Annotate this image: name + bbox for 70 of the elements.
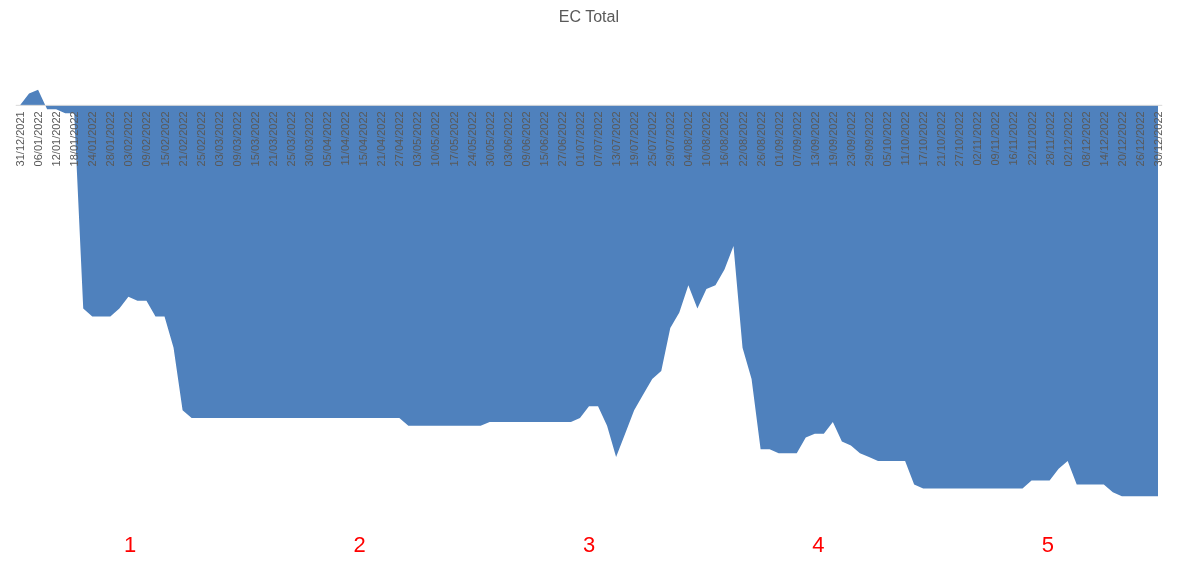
x-tick-label: 02/11/2022 [971, 111, 984, 166]
x-tick-label: 09/03/2022 [230, 111, 243, 167]
x-tick-label: 26/08/2022 [754, 111, 767, 167]
x-tick-label: 19/09/2022 [826, 111, 839, 167]
x-tick-label: 15/04/2022 [357, 111, 370, 167]
x-tick-label: 12/01/2022 [50, 111, 63, 167]
x-tick-label: 21/10/2022 [935, 111, 948, 167]
x-tick-label: 25/07/2022 [646, 111, 659, 167]
x-tick-label: 09/02/2022 [140, 111, 153, 167]
x-tick-label: 28/11/2022 [1043, 111, 1056, 166]
x-tick-label: 16/08/2022 [718, 111, 731, 167]
x-tick-label: 22/08/2022 [736, 111, 749, 167]
x-tick-label: 10/08/2022 [700, 111, 713, 167]
x-tick-label: 25/02/2022 [194, 111, 207, 167]
text: 2 [353, 532, 366, 558]
x-tick-label: 03/02/2022 [122, 111, 135, 167]
text: 5 [1041, 532, 1054, 558]
x-tick-label: 03/06/2022 [501, 111, 514, 167]
text: 4 [812, 532, 825, 558]
x-tick-label: 30/05/2022 [483, 111, 496, 167]
x-tick-label: 30/12/2022 [1151, 111, 1164, 167]
x-tick-label: 19/07/2022 [628, 111, 641, 167]
x-tick-label: 30/03/2022 [303, 111, 316, 167]
x-tick-label: 15/06/2022 [537, 111, 550, 167]
x-tick-label: 22/11/2022 [1025, 111, 1038, 166]
text: 3 [582, 532, 596, 558]
x-tick-label: 15/02/2022 [158, 111, 171, 167]
x-tick-label: 05/04/2022 [321, 111, 334, 167]
x-tick-label: 03/03/2022 [212, 111, 225, 167]
x-tick-label: 18/01/2022 [68, 111, 81, 167]
x-tick-label: 20/12/2022 [1115, 111, 1128, 167]
x-tick-label: 07/07/2022 [592, 111, 605, 167]
x-tick-label: 31/12/2021 [14, 111, 27, 167]
x-tick-label: 29/09/2022 [862, 111, 875, 167]
x-tick-label: 10/05/2022 [429, 111, 442, 167]
x-tick-label: 08/12/2022 [1079, 111, 1092, 167]
x-tick-label: 24/05/2022 [465, 111, 478, 167]
x-tick-label: 16/11/2022 [1007, 111, 1020, 166]
x-tick-label: 24/01/2022 [86, 111, 99, 167]
x-tick-label: 21/04/2022 [375, 111, 388, 167]
x-tick-label: 01/07/2022 [573, 111, 586, 167]
x-tick-label: 15/03/2022 [248, 111, 261, 167]
x-tick-label: 27/06/2022 [555, 111, 568, 167]
x-tick-label: 02/12/2022 [1061, 111, 1074, 167]
x-tick-label: 26/12/2022 [1133, 111, 1146, 167]
x-tick-label: 06/01/2022 [32, 111, 45, 167]
x-tick-label: 04/08/2022 [682, 111, 695, 167]
x-tick-label: 05/10/2022 [881, 111, 894, 167]
x-tick-label: 03/05/2022 [411, 111, 424, 167]
x-tick-label: 09/11/2022 [989, 111, 1002, 166]
x-tick-label: 27/10/2022 [953, 111, 966, 167]
x-tick-label: 23/09/2022 [844, 111, 857, 167]
x-tick-label: 25/03/2022 [284, 111, 297, 167]
x-tick-label: 09/06/2022 [519, 111, 532, 167]
x-tick-label: 13/09/2022 [808, 111, 821, 167]
text: 1 [124, 532, 137, 558]
x-tick-label: 11/04/2022 [339, 111, 352, 166]
x-tick-label: 27/04/2022 [393, 111, 406, 167]
chart-title: EC Total [558, 7, 619, 25]
x-tick-label: 21/02/2022 [176, 111, 189, 167]
x-tick-label: 01/09/2022 [772, 111, 785, 167]
x-tick-label: 14/12/2022 [1097, 111, 1110, 167]
x-tick-label: 21/03/2022 [266, 111, 279, 167]
x-tick-label: 07/09/2022 [790, 111, 803, 167]
x-tick-label: 28/01/2022 [104, 111, 117, 167]
x-tick-label: 17/10/2022 [917, 111, 930, 167]
x-tick-label: 11/10/2022 [899, 111, 912, 166]
x-tick-label: 17/05/2022 [447, 111, 460, 167]
x-tick-label: 29/07/2022 [664, 111, 677, 167]
x-tick-label: 13/07/2022 [610, 111, 623, 167]
